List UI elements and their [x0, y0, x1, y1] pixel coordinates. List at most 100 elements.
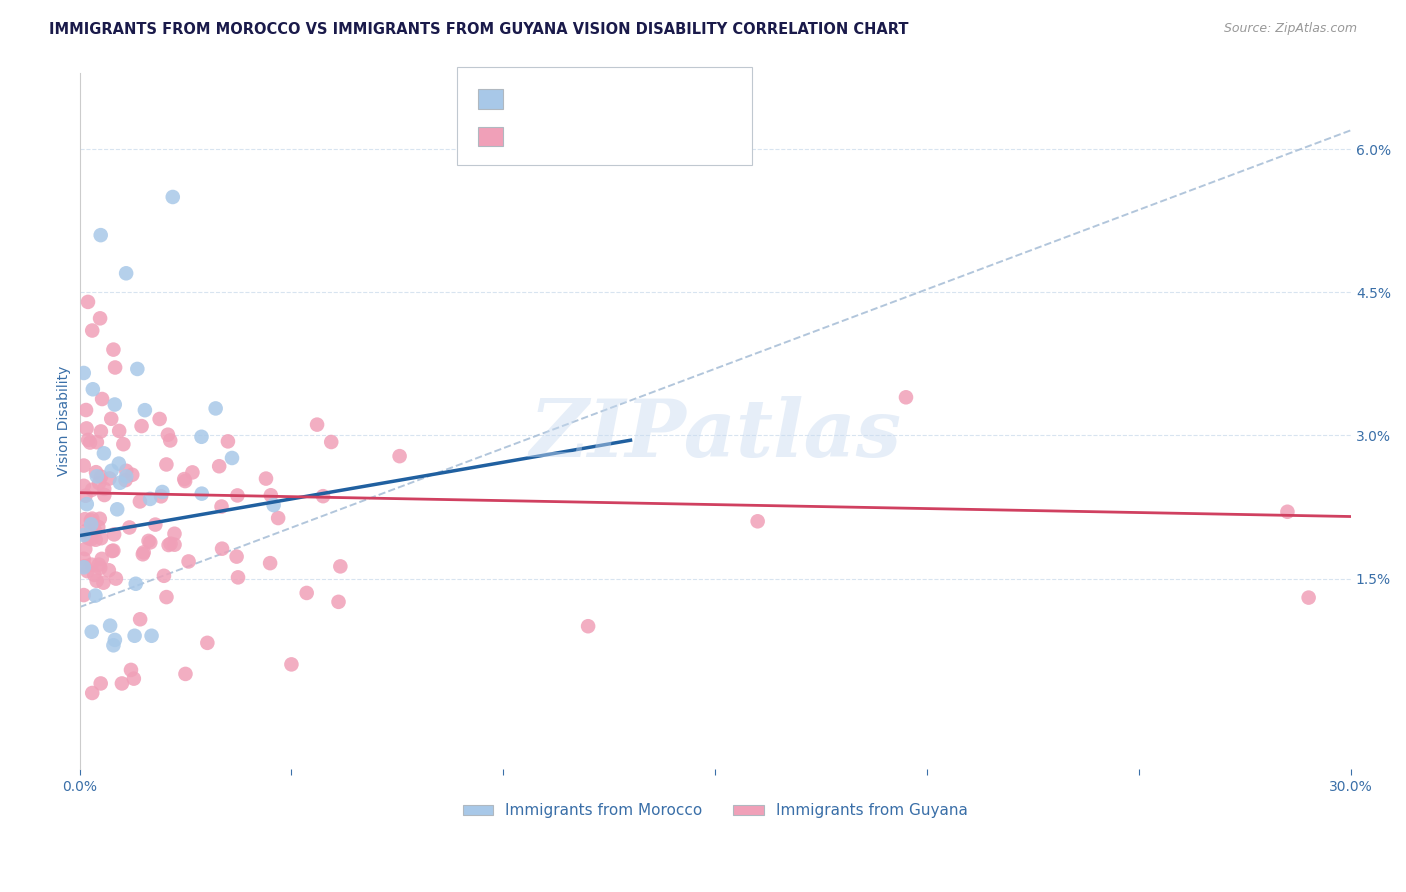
Point [104, 572, 127, 586]
Point [259, 556, 281, 570]
Point [125, 576, 148, 591]
Point [226, 570, 249, 584]
Point [747, 514, 769, 528]
Point [84, 589, 107, 603]
Point [204, 401, 226, 416]
Point [100, 464, 122, 478]
Point [90, 552, 112, 566]
Point [75, 489, 97, 503]
Point [115, 266, 138, 280]
Text: Source: ZipAtlas.com: Source: ZipAtlas.com [1223, 22, 1357, 36]
Point [93, 446, 115, 460]
Point [162, 190, 184, 204]
Point [86, 435, 108, 450]
Point [139, 491, 162, 506]
Point [93, 575, 115, 590]
Point [80, 532, 103, 546]
Point [83, 523, 105, 537]
Point [103, 543, 125, 558]
Point [312, 489, 335, 503]
Point [84, 533, 107, 547]
Point [87, 558, 110, 572]
Point [87, 475, 110, 490]
Text: R =  0.177   N =  34: R = 0.177 N = 34 [513, 90, 696, 104]
Point [83, 567, 105, 582]
Point [104, 397, 127, 411]
Point [100, 411, 122, 425]
Point [86, 469, 108, 483]
Point [82, 382, 104, 396]
Point [155, 590, 177, 604]
Point [221, 450, 243, 465]
Point [77, 531, 100, 545]
Point [73, 588, 96, 602]
Point [174, 474, 197, 488]
Point [121, 467, 143, 482]
Point [118, 520, 141, 534]
Point [73, 560, 96, 574]
Point [127, 362, 149, 376]
Point [76, 564, 98, 578]
Point [138, 533, 160, 548]
Point [134, 403, 156, 417]
Point [97, 563, 120, 577]
Point [153, 569, 176, 583]
Point [75, 403, 97, 417]
Point [108, 457, 131, 471]
Point [111, 676, 134, 690]
Point [104, 632, 127, 647]
Point [90, 469, 112, 483]
Point [80, 513, 103, 527]
Point [104, 360, 127, 375]
Point [260, 488, 283, 502]
Legend: Immigrants from Morocco, Immigrants from Guyana: Immigrants from Morocco, Immigrants from… [457, 797, 974, 824]
Y-axis label: Vision Disability: Vision Disability [58, 366, 72, 476]
Point [149, 412, 172, 426]
Point [101, 544, 124, 558]
Point [163, 538, 186, 552]
Point [141, 629, 163, 643]
Point [105, 502, 128, 516]
Point [98, 618, 121, 632]
Point [173, 472, 195, 486]
Point [73, 366, 96, 380]
Point [177, 554, 200, 568]
Point [115, 464, 138, 478]
Point [894, 390, 917, 404]
Point [263, 498, 285, 512]
Point [90, 228, 112, 243]
Point [174, 667, 197, 681]
Point [79, 435, 101, 450]
Point [75, 542, 97, 557]
Point [208, 459, 231, 474]
Point [89, 512, 111, 526]
Point [124, 629, 146, 643]
Text: ZIPatlas: ZIPatlas [529, 396, 901, 474]
Point [82, 686, 104, 700]
Point [87, 520, 110, 534]
Point [181, 466, 204, 480]
Point [86, 574, 108, 588]
Point [1277, 505, 1299, 519]
Point [84, 465, 107, 479]
Point [73, 524, 96, 539]
Text: IMMIGRANTS FROM MOROCCO VS IMMIGRANTS FROM GUYANA VISION DISABILITY CORRELATION : IMMIGRANTS FROM MOROCCO VS IMMIGRANTS FR… [49, 22, 908, 37]
Point [129, 612, 152, 626]
Point [132, 545, 155, 559]
Point [321, 435, 343, 450]
Point [576, 619, 599, 633]
Point [73, 458, 96, 473]
Point [159, 434, 181, 448]
Point [131, 419, 153, 434]
Point [217, 434, 239, 449]
Point [225, 549, 247, 564]
Point [93, 488, 115, 502]
Point [91, 392, 114, 406]
Point [295, 586, 318, 600]
Point [267, 511, 290, 525]
Point [139, 535, 162, 549]
Point [82, 511, 104, 525]
Point [328, 595, 350, 609]
Point [89, 561, 111, 575]
Point [103, 527, 125, 541]
